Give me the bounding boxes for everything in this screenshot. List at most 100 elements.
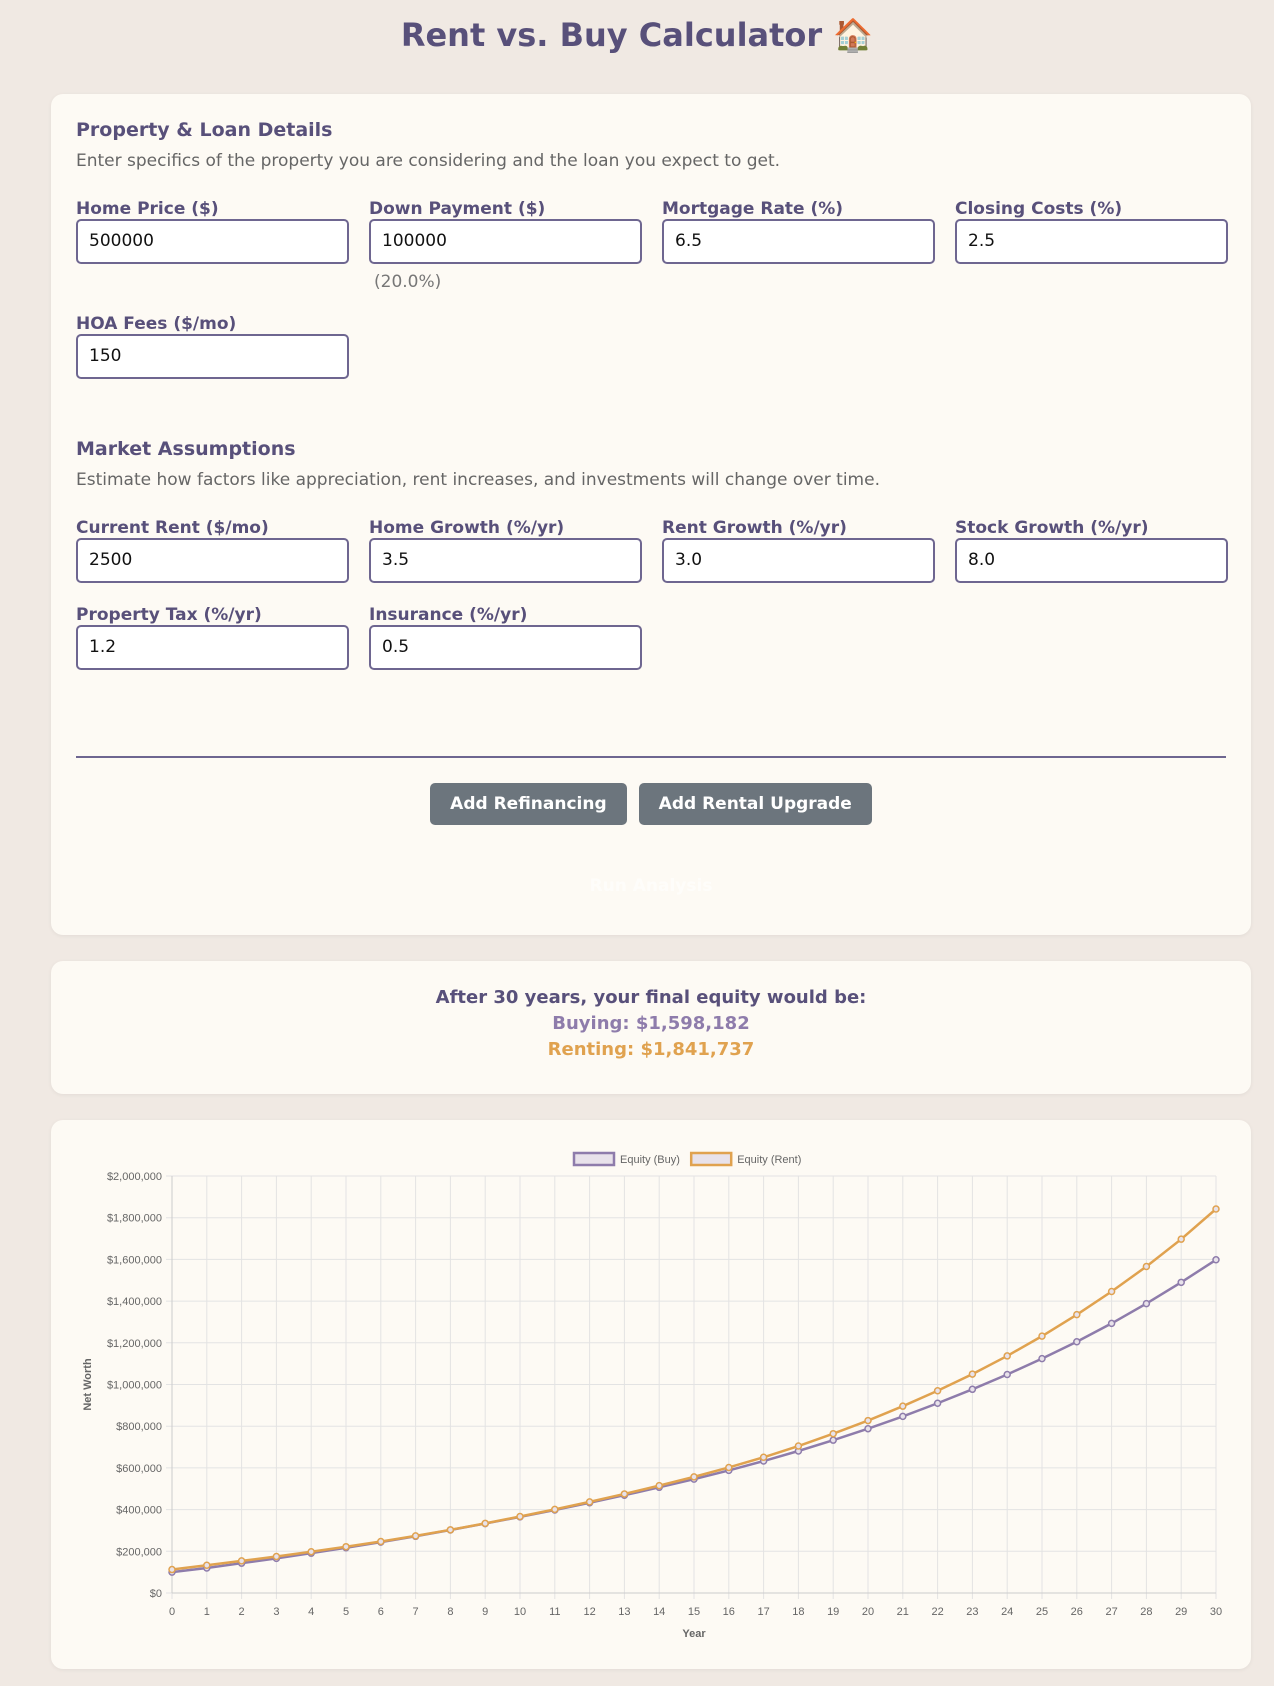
field: Mortgage Rate (%) 6.5	[662, 199, 935, 264]
number-input[interactable]: 2.5	[955, 219, 1228, 264]
data-point	[1038, 1354, 1046, 1363]
number-input[interactable]: 8.0	[955, 538, 1228, 583]
data-point	[794, 1442, 803, 1450]
y-tick-label: $200,000	[116, 1546, 162, 1558]
x-tick-label: 14	[653, 1606, 665, 1618]
number-input[interactable]: 500000	[76, 219, 349, 264]
y-tick-label: $600,000	[116, 1463, 162, 1475]
field: Property Tax (%/yr) 1.2	[76, 605, 349, 670]
y-tick-label: $400,000	[116, 1505, 162, 1517]
number-input[interactable]: 3.5	[369, 538, 642, 583]
x-tick-label: 7	[413, 1606, 419, 1618]
x-tick-label: 6	[378, 1606, 384, 1618]
data-point	[203, 1561, 211, 1570]
data-point	[690, 1473, 698, 1481]
field-label: Home Price ($)	[76, 199, 219, 219]
x-tick-label: 10	[514, 1606, 526, 1618]
data-point	[933, 1387, 942, 1395]
field: Rent Growth (%/yr) 3.0	[662, 518, 935, 583]
number-input[interactable]: 0.5	[369, 625, 642, 670]
data-point	[1177, 1235, 1185, 1243]
field-grid: Current Rent ($/mo) 2500 Home Growth (%/yr…	[76, 518, 1228, 670]
divider	[76, 756, 1226, 758]
data-point	[237, 1557, 246, 1565]
data-point	[377, 1537, 385, 1546]
x-tick-label: 24	[1001, 1606, 1013, 1618]
data-point	[1107, 1319, 1116, 1328]
field-grid: Home Price ($) 500000 Down Payment ($) 1000…	[76, 199, 1228, 379]
y-tick-label: $1,000,000	[107, 1380, 162, 1392]
x-tick-label: 3	[273, 1606, 279, 1618]
y-tick-label: $0	[150, 1588, 162, 1600]
data-point	[1038, 1332, 1046, 1340]
field-label: Current Rent ($/mo)	[76, 518, 269, 538]
field-label: Property Tax (%/yr)	[76, 605, 262, 625]
button-row: Add Refinancing Add Rental Upgrade	[51, 783, 1251, 825]
field: Home Price ($) 500000	[76, 199, 349, 264]
section-description: Estimate how factors like appreciation, …	[76, 470, 880, 490]
y-tick-label: $1,400,000	[107, 1296, 162, 1308]
renting-result: Renting: $1,841,737	[547, 1039, 755, 1060]
data-point	[585, 1498, 594, 1506]
number-input[interactable]: 100000	[369, 219, 642, 264]
data-point	[725, 1463, 733, 1472]
data-point	[899, 1412, 907, 1421]
section-title: Property & Loan Details	[76, 119, 333, 141]
number-input[interactable]: 150	[76, 334, 349, 379]
x-tick-label: 4	[308, 1606, 314, 1618]
x-tick-label: 21	[897, 1606, 909, 1618]
x-tick-label: 19	[827, 1606, 839, 1618]
page-title: Rent vs. Buy Calculator 🏠	[400, 16, 874, 54]
y-axis-label: Net Worth	[82, 1358, 94, 1411]
y-tick-label: $1,200,000	[107, 1338, 162, 1350]
y-tick-label: $1,800,000	[107, 1213, 162, 1225]
data-point	[1177, 1278, 1185, 1287]
data-point	[1003, 1370, 1011, 1379]
data-point	[307, 1547, 315, 1556]
field: Down Payment ($) 100000 (20.0%)	[369, 199, 642, 292]
number-input[interactable]: 1.2	[76, 625, 349, 670]
field-label: Stock Growth (%/yr)	[955, 518, 1149, 538]
data-point	[272, 1552, 281, 1561]
field-label: HOA Fees ($/mo)	[76, 314, 237, 334]
chart-card: $0 $200,000 $400,000 $600,000 $800,000 $1,000…	[51, 1120, 1251, 1669]
button[interactable]: Add Rental Upgrade	[638, 783, 872, 825]
field-note: (20.0%)	[374, 272, 442, 292]
x-tick-label: 30	[1210, 1606, 1222, 1618]
data-point	[168, 1565, 176, 1574]
field: HOA Fees ($/mo) 150	[76, 314, 349, 379]
section-description: Enter specifics of the property you are …	[76, 151, 781, 171]
x-tick-label: 18	[792, 1606, 804, 1618]
number-input[interactable]: 2500	[76, 538, 349, 583]
number-input[interactable]: 6.5	[662, 219, 935, 264]
data-point	[481, 1519, 489, 1528]
x-tick-label: 26	[1071, 1606, 1083, 1618]
data-point	[829, 1429, 837, 1438]
data-point	[968, 1385, 977, 1394]
x-tick-label: 23	[966, 1606, 978, 1618]
data-point	[1142, 1299, 1151, 1308]
data-point	[1003, 1352, 1011, 1360]
section: Property & Loan Details Enter specifics o…	[76, 119, 1228, 379]
field-label: Insurance (%/yr)	[369, 605, 528, 625]
field-label: Rent Growth (%/yr)	[662, 518, 847, 538]
results-heading: After 30 years, your final equity would …	[435, 987, 867, 1008]
x-tick-label: 27	[1105, 1606, 1117, 1618]
x-tick-label: 2	[239, 1606, 245, 1618]
x-tick-label: 8	[447, 1606, 453, 1618]
data-point	[864, 1424, 872, 1433]
run-button[interactable]: Run Analysis	[589, 876, 713, 896]
field: Current Rent ($/mo) 2500	[76, 518, 349, 583]
x-axis-label: Year	[682, 1628, 706, 1640]
field: Home Growth (%/yr) 3.5	[369, 518, 642, 583]
number-input[interactable]: 3.0	[662, 538, 935, 583]
x-tick-label: 5	[343, 1606, 349, 1618]
data-point	[968, 1370, 977, 1378]
y-tick-label: $1,600,000	[107, 1254, 162, 1266]
x-tick-label: 0	[169, 1606, 175, 1618]
data-point	[1142, 1262, 1151, 1271]
data-point	[1073, 1310, 1081, 1319]
field: Insurance (%/yr) 0.5	[369, 605, 642, 670]
data-point	[411, 1532, 420, 1540]
button[interactable]: Add Refinancing	[430, 783, 627, 825]
